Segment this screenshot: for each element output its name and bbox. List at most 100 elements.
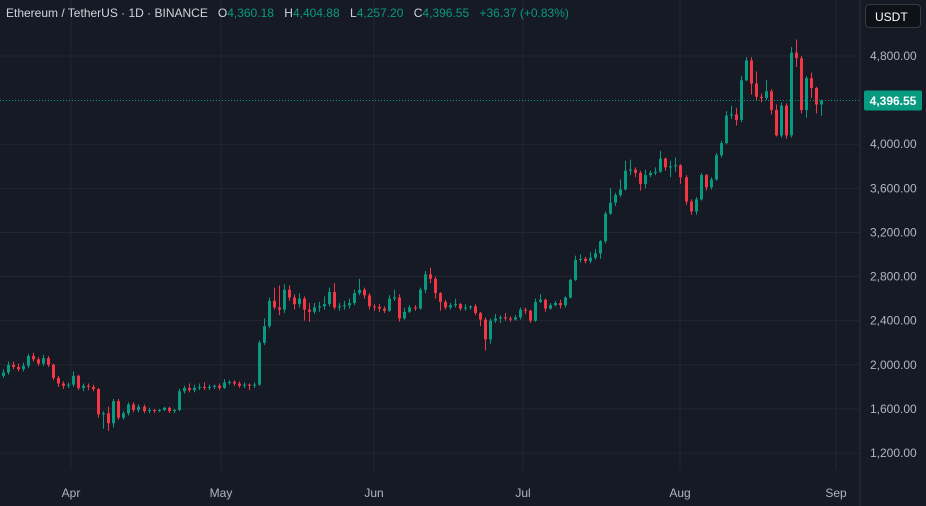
candle [439, 291, 442, 311]
candle-body [102, 413, 105, 415]
candle-body [484, 319, 487, 340]
candle [700, 172, 703, 201]
candle-body [674, 165, 677, 167]
candle [37, 357, 40, 366]
time-tick-label: Sep [825, 486, 847, 500]
candle-body [654, 171, 657, 173]
candle-body [780, 105, 783, 136]
candle-body [67, 384, 70, 386]
candle [539, 294, 542, 304]
candle [810, 72, 813, 98]
time-axis[interactable]: Apr May Jun Jul Aug Sep [62, 486, 847, 500]
candle [614, 192, 617, 206]
candle-body [328, 291, 331, 305]
candle-body [268, 300, 271, 327]
change-value: +36.37 (+0.83%) [479, 6, 569, 20]
candle-body [434, 278, 437, 294]
candle-body [313, 307, 316, 312]
price-tick-label: 2,800.00 [870, 270, 917, 284]
candle-body [690, 201, 693, 212]
grid [0, 0, 861, 506]
candle-body [685, 177, 688, 202]
candle-body [42, 358, 45, 364]
candle-body [679, 165, 682, 178]
current-price-line: 4,396.55 [0, 90, 922, 111]
candle [127, 402, 130, 416]
candle [47, 355, 50, 367]
candle-body [153, 409, 156, 412]
candle [710, 177, 713, 190]
candle [469, 305, 472, 310]
candle [715, 153, 718, 181]
candle [584, 256, 587, 264]
candle [820, 99, 823, 116]
candle [690, 199, 693, 215]
candle [213, 384, 216, 390]
candle [604, 211, 607, 244]
candle [579, 254, 582, 263]
candle-body [785, 105, 788, 136]
candle [328, 287, 331, 307]
candle [223, 379, 226, 390]
candle [679, 164, 682, 184]
price-tick-label: 1,600.00 [870, 402, 917, 416]
candle-body [494, 318, 497, 321]
candle [57, 375, 60, 387]
candle [87, 383, 90, 391]
candle [398, 294, 401, 322]
candle [634, 167, 637, 178]
candle [514, 315, 517, 321]
candle-body [243, 384, 246, 386]
currency-button[interactable]: USDT [865, 4, 921, 28]
candle [434, 276, 437, 299]
candle-body [439, 293, 442, 302]
candle [780, 102, 783, 138]
candle [303, 296, 306, 321]
candle [639, 170, 642, 191]
candle-body [233, 381, 236, 384]
candle [464, 304, 467, 311]
candle-body [464, 307, 467, 309]
candle-body [544, 299, 547, 309]
candle-body [263, 326, 266, 343]
candle [383, 306, 386, 313]
time-tick-label: May [210, 486, 233, 500]
candle [765, 80, 768, 101]
candle-body [273, 300, 276, 308]
open-value: 4,360.18 [227, 6, 274, 20]
high-value: 4,404.88 [292, 6, 340, 20]
candle [183, 385, 186, 394]
close-value: 4,396.55 [422, 6, 470, 20]
candle-body [82, 385, 85, 388]
candle [238, 381, 241, 388]
candle [353, 289, 356, 306]
candle-body [735, 114, 738, 120]
candle-body [7, 364, 10, 373]
candle [117, 398, 120, 420]
candle-body [429, 274, 432, 279]
candle-body [373, 306, 376, 308]
candle [278, 285, 281, 316]
candle [248, 383, 251, 391]
price-axis[interactable]: 4,800.00 4,000.00 3,600.00 3,200.00 2,800.00… [870, 49, 917, 460]
candle [449, 303, 452, 310]
candle-body [634, 169, 637, 173]
candle-body [368, 295, 371, 307]
candle [193, 384, 196, 393]
candle [534, 298, 537, 322]
candle [218, 383, 221, 391]
candle-body [559, 303, 562, 306]
candle [283, 284, 286, 313]
candle-body [469, 306, 472, 308]
candle [293, 294, 296, 310]
candle-body [2, 372, 5, 376]
candle [564, 296, 567, 308]
candle-body [539, 299, 542, 302]
candle [529, 309, 532, 323]
candle [649, 170, 652, 178]
candle-body [444, 301, 447, 308]
candle [132, 402, 135, 413]
candle [122, 411, 125, 420]
candle-body [188, 387, 191, 391]
